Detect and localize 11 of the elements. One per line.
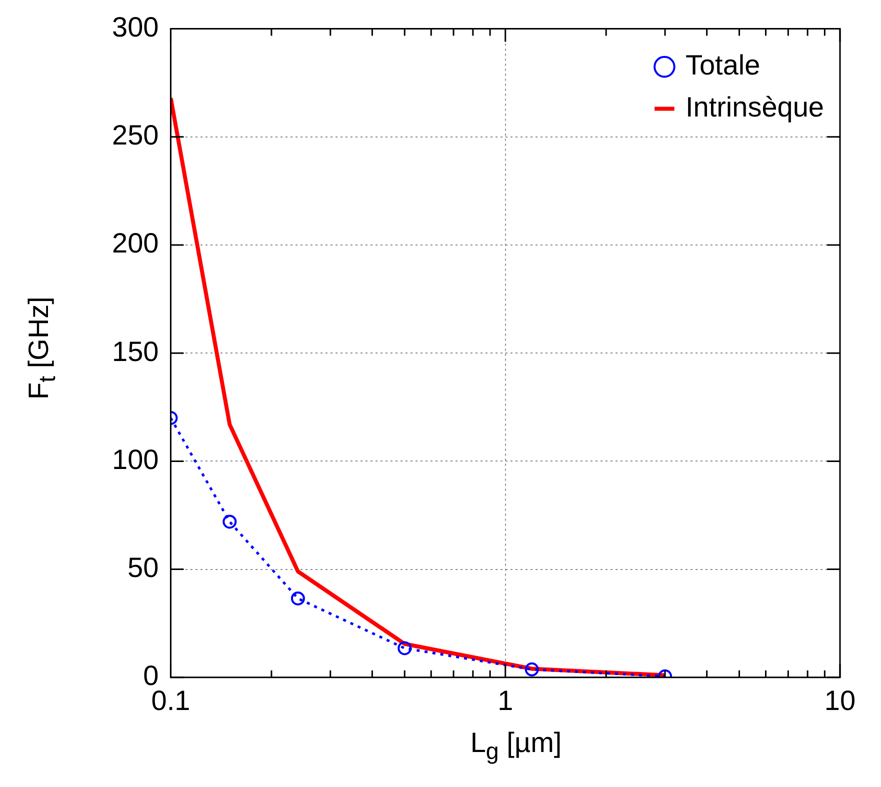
y-tick-label: 250 xyxy=(112,120,159,151)
x-axis-title: L$_{g}$ [µm] xyxy=(470,727,562,765)
y-tick-label: 50 xyxy=(128,552,159,584)
y-tick-label: 100 xyxy=(112,444,159,475)
legend-label: Intrinsèque xyxy=(685,92,824,123)
y-tick-label: 200 xyxy=(112,228,159,259)
legend-label: Totale xyxy=(685,50,760,81)
y-tick-label: 150 xyxy=(112,336,159,367)
x-tick-label: 10 xyxy=(824,684,856,716)
x-tick-label: 1 xyxy=(498,684,514,716)
y-tick-label: 300 xyxy=(112,12,159,43)
